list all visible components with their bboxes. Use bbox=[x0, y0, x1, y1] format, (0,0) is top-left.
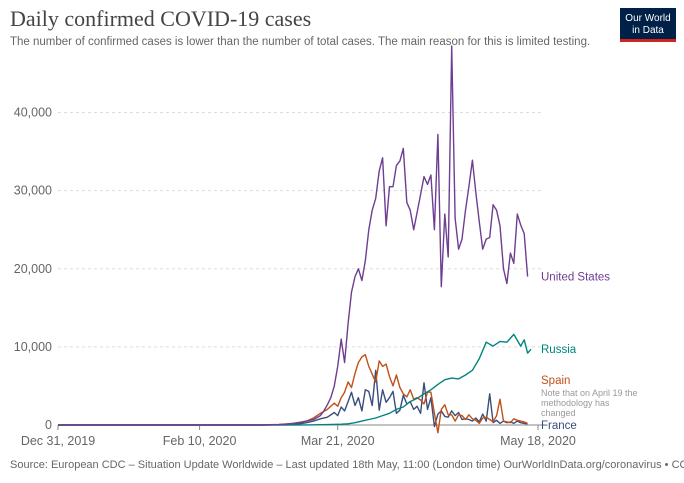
logo-line-2: in Data bbox=[632, 25, 664, 36]
axes: 0 10,000 20,000 30,000 40,000 Dec 31, 2019 Feb… bbox=[14, 106, 576, 449]
y-tick-label: 30,000 bbox=[14, 184, 52, 198]
spain-methodology-note: changed bbox=[541, 408, 576, 418]
series-line-france[interactable] bbox=[58, 369, 528, 428]
series-label-russia: Russia bbox=[541, 344, 577, 356]
chart-subtitle: The number of confirmed cases is lower t… bbox=[10, 36, 591, 48]
x-tick-label: Mar 21, 2020 bbox=[301, 434, 375, 448]
chart-title: Daily confirmed COVID-19 cases bbox=[10, 6, 312, 31]
x-tick-label: Feb 10, 2020 bbox=[163, 434, 237, 448]
series-line-russia[interactable] bbox=[58, 333, 532, 426]
source-note: Source: European CDC – Situation Update … bbox=[10, 459, 684, 471]
series-label-united-states: United States bbox=[541, 272, 610, 284]
x-tick-label: Dec 31, 2019 bbox=[21, 434, 95, 448]
grid-lines bbox=[58, 112, 544, 348]
series-line-united-states[interactable] bbox=[58, 45, 529, 426]
spain-methodology-note: methodology has bbox=[541, 398, 610, 408]
x-tick-label: May 18, 2020 bbox=[500, 434, 576, 448]
y-tick-label: 20,000 bbox=[14, 262, 52, 276]
series-lines bbox=[58, 45, 532, 434]
series-labels: United States Russia Spain France Note that … bbox=[541, 272, 638, 432]
y-tick-label: 0 bbox=[45, 418, 52, 432]
series-label-france: France bbox=[541, 420, 577, 432]
logo-line-1: Our World bbox=[625, 13, 671, 24]
y-tick-label: 10,000 bbox=[14, 340, 52, 354]
series-line-spain[interactable] bbox=[58, 354, 528, 434]
series-label-spain: Spain bbox=[541, 375, 570, 387]
owid-logo[interactable]: Our World in Data bbox=[620, 8, 676, 42]
spain-methodology-note: Note that on April 19 the bbox=[541, 388, 638, 398]
y-tick-label: 40,000 bbox=[14, 106, 52, 120]
